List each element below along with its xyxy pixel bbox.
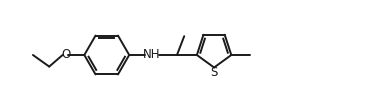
Text: NH: NH [143, 49, 160, 61]
Text: S: S [211, 66, 218, 79]
Text: O: O [61, 49, 70, 61]
